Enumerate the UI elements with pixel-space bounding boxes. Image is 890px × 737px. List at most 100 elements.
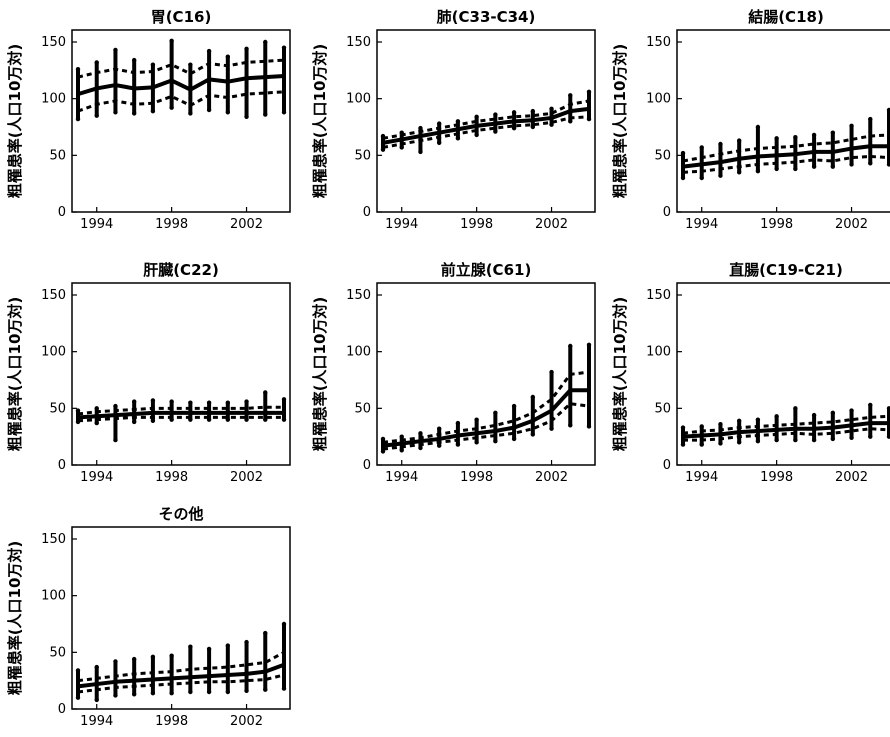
data-point — [755, 124, 761, 130]
data-point — [736, 440, 742, 445]
y-tick-label: 50 — [49, 645, 66, 660]
chart-panel-3: 肝臓(C22) 粗罹患率(人口10万対) 0 50 100 150 1994 1998 2002 — [0, 253, 291, 493]
confidence-line — [77, 415, 284, 423]
confidence-line — [682, 154, 890, 174]
data-point — [680, 175, 686, 181]
x-tick-label: 1994 — [685, 217, 718, 232]
data-point — [699, 424, 704, 429]
chart-panel-1: 肺(C33-C34) 粗罹患率(人口10万対) 0 50 100 150 1994 1998 2… — [305, 0, 596, 240]
y-tick-label: 0 — [363, 205, 371, 220]
x-tick-label: 1994 — [385, 217, 418, 232]
data-point — [169, 105, 174, 110]
chart-svg: 直腸(C19-C21) 粗罹患率(人口10万対) 0 50 100 150 1994 1998… — [611, 261, 890, 485]
data-point — [680, 442, 686, 447]
data-point — [113, 659, 118, 664]
y-tick-label: 150 — [41, 35, 66, 50]
y-tick-label: 100 — [646, 92, 671, 107]
data-point — [811, 412, 817, 418]
data-point — [75, 408, 81, 413]
data-point — [793, 166, 798, 172]
confidence-line — [382, 370, 590, 444]
data-point — [886, 162, 890, 167]
x-tick-label: 1994 — [80, 470, 113, 485]
data-point — [793, 406, 798, 411]
data-point — [225, 643, 231, 648]
data-point — [886, 434, 890, 439]
y-axis-label: 粗罹患率(人口10万対) — [611, 44, 629, 199]
x-tick-label: 1994 — [80, 217, 113, 232]
data-point — [150, 108, 156, 114]
y-tick-label: 150 — [346, 35, 371, 50]
chart-svg: 肺(C33-C34) 粗罹患率(人口10万対) 0 50 100 150 1994 1998 2… — [311, 8, 596, 232]
x-tick-label: 2002 — [535, 470, 568, 485]
data-point — [399, 145, 404, 150]
trend-line — [382, 388, 589, 448]
data-point — [169, 399, 174, 404]
data-point — [699, 175, 704, 181]
confidence-line — [682, 133, 890, 163]
data-point — [586, 89, 592, 95]
chart-svg: 結腸(C18) 粗罹患率(人口10万対) 0 50 100 150 1994 1998 2002 — [611, 8, 890, 232]
confidence-line — [382, 115, 590, 149]
y-tick-label: 50 — [49, 401, 66, 416]
data-point — [188, 644, 193, 649]
confidence-line — [382, 402, 590, 451]
data-point — [150, 418, 156, 423]
data-point — [849, 162, 854, 167]
data-point — [281, 110, 287, 115]
y-tick-label: 0 — [663, 458, 671, 473]
data-point — [718, 422, 723, 427]
data-point — [281, 417, 287, 422]
data-point — [436, 443, 442, 448]
data-point — [436, 426, 442, 431]
data-point — [436, 121, 442, 126]
data-point — [94, 406, 99, 411]
data-point — [455, 442, 461, 447]
data-point — [225, 400, 231, 405]
data-point — [188, 400, 193, 405]
y-tick-label: 100 — [41, 589, 66, 604]
data-point — [94, 697, 99, 703]
y-tick-label: 0 — [58, 702, 66, 717]
chart-panel-5: 直腸(C19-C21) 粗罹患率(人口10万対) 0 50 100 150 1994 1998… — [605, 253, 890, 493]
data-point — [493, 439, 498, 444]
data-point — [568, 93, 573, 98]
confidence-line — [382, 99, 590, 140]
data-point — [568, 423, 573, 428]
y-tick-label: 0 — [58, 458, 66, 473]
data-point — [244, 399, 249, 404]
plot-frame — [376, 29, 596, 213]
data-point — [549, 369, 554, 375]
x-tick-label: 2002 — [230, 714, 263, 729]
data-point — [418, 149, 423, 155]
data-point — [886, 406, 890, 411]
data-point — [868, 161, 873, 166]
data-point — [150, 690, 156, 696]
confidence-line — [77, 651, 285, 683]
x-tick-label: 1998 — [155, 714, 188, 729]
y-axis-label: 粗罹患率(人口10万対) — [6, 44, 24, 199]
data-point — [849, 408, 854, 413]
data-point — [169, 38, 174, 44]
data-point — [94, 664, 99, 670]
data-point — [94, 420, 99, 426]
data-point — [530, 432, 536, 437]
y-tick-label: 50 — [49, 148, 66, 163]
data-point — [206, 689, 212, 695]
data-point — [244, 688, 249, 694]
data-point — [586, 342, 592, 348]
data-point — [263, 630, 268, 636]
data-point — [530, 394, 536, 400]
y-tick-label: 50 — [654, 148, 671, 163]
data-point — [474, 132, 479, 138]
data-point — [263, 112, 268, 117]
trend-line — [77, 662, 285, 689]
trend-line — [682, 144, 889, 169]
y-tick-label: 150 — [41, 288, 66, 303]
x-tick-label: 1998 — [460, 470, 493, 485]
data-point — [511, 436, 517, 442]
data-point — [244, 417, 249, 422]
y-tick-label: 150 — [41, 532, 66, 547]
data-point — [225, 689, 231, 695]
data-point — [244, 639, 249, 645]
